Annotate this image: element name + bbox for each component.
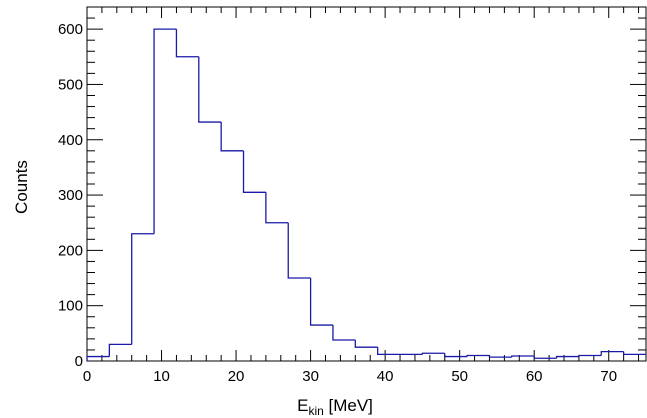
histogram-bin	[108, 343, 132, 357]
x-tick-label: 30	[302, 368, 319, 385]
y-tick-label: 500	[58, 76, 83, 93]
histogram-bin	[153, 28, 177, 234]
histogram-bin	[332, 325, 356, 341]
x-axis-title-main: E	[297, 396, 308, 415]
histogram-bin	[377, 347, 401, 356]
histogram-bin	[555, 355, 579, 359]
y-axis-title: Counts	[12, 160, 31, 214]
y-tick-label: 0	[75, 353, 83, 370]
histogram-bin	[287, 222, 311, 279]
histogram-bin	[578, 354, 602, 357]
histogram-bin	[488, 355, 512, 358]
y-tick-label: 600	[58, 21, 83, 38]
y-tick-label: 300	[58, 187, 83, 204]
x-tick-label: 0	[83, 368, 91, 385]
x-tick-label: 60	[526, 368, 543, 385]
histogram-bin	[600, 350, 624, 356]
histogram-bin	[198, 56, 222, 123]
histogram-bin	[511, 355, 535, 358]
histogram-bin	[242, 150, 266, 193]
histogram-bin	[466, 354, 490, 357]
histogram-bin	[533, 356, 557, 359]
histogram-bin	[86, 355, 110, 361]
histogram-bin	[175, 29, 199, 58]
histogram-bin	[309, 278, 333, 326]
histogram-bin	[622, 351, 646, 356]
x-axis-title-sub: kin	[308, 404, 323, 418]
x-axis-title: Ekin [MeV]	[297, 396, 373, 418]
x-tick-label: 70	[600, 368, 617, 385]
x-tick-label: 40	[377, 368, 394, 385]
y-tick-label: 100	[58, 298, 83, 315]
plot-frame	[86, 6, 647, 362]
histogram-bin	[265, 192, 289, 224]
histogram-bin	[421, 352, 445, 355]
histogram-bin	[354, 339, 378, 348]
x-tick-label: 20	[228, 368, 245, 385]
histogram-bin	[444, 353, 468, 358]
y-tick-label: 400	[58, 132, 83, 149]
histogram-bin	[131, 233, 155, 345]
x-tick-label: 50	[451, 368, 468, 385]
y-tick-label: 200	[58, 242, 83, 259]
x-tick-label: 10	[153, 368, 170, 385]
x-axis-title-unit: [MeV]	[324, 396, 373, 415]
histogram-bin	[220, 122, 244, 152]
